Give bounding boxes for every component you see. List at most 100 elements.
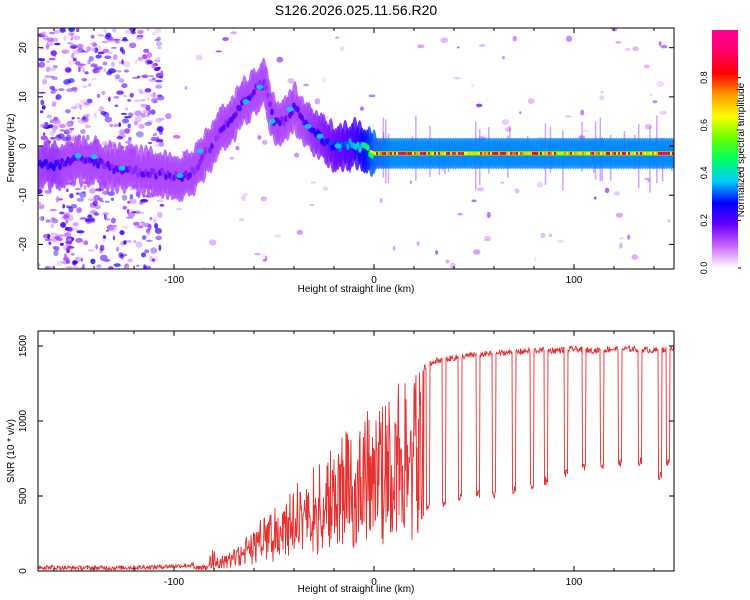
heatmap-noise-cell	[150, 247, 158, 254]
heatmap-noise-cell	[128, 209, 135, 215]
heatmap-noise-cell	[124, 29, 132, 35]
snr-xtick-label: 0	[371, 577, 377, 588]
heatmap-ridge-peak	[408, 151, 411, 155]
heatmap-ridge-peak	[446, 151, 449, 155]
heatmap-ridge-peak	[544, 151, 547, 155]
heatmap-ridge-peak	[612, 151, 615, 155]
heatmap-noise-cell	[473, 249, 481, 255]
heatmap-noise-cell	[475, 103, 483, 108]
heatmap-noise-cell	[106, 229, 109, 232]
heatmap-noise-cell	[138, 88, 143, 94]
heatmap-noise-cell	[314, 98, 321, 105]
heatmap-ridge-peak	[548, 151, 551, 155]
heatmap-noise-cell	[40, 31, 47, 37]
heatmap-noise-cell	[175, 207, 183, 211]
heatmap-ridge-peak	[538, 151, 541, 155]
heatmap-ridge-blob	[196, 148, 204, 154]
heatmap-noise-cell	[392, 246, 396, 251]
heatmap-noise-cell	[121, 49, 126, 55]
heatmap-noise-cell	[133, 99, 141, 102]
heatmap-ridge-peak	[424, 151, 427, 155]
heatmap-noise-cell	[41, 105, 46, 110]
heatmap-noise-cell	[155, 84, 163, 89]
heatmap-noise-cell	[615, 41, 622, 44]
heatmap-noise-cell	[72, 49, 81, 55]
heatmap-noise-cell	[144, 249, 150, 254]
heatmap-noise-cell	[49, 119, 55, 124]
heatmap-ridge-peak	[558, 151, 561, 155]
heatmap-noise-cell	[457, 212, 463, 216]
heatmap-noise-cell	[615, 212, 624, 218]
heatmap-noise-cell	[112, 224, 118, 228]
heatmap-noise-cell	[73, 35, 81, 41]
heatmap-noise-cell	[82, 68, 85, 73]
heatmap-noise-cell	[127, 99, 132, 102]
heatmap-noise-cell	[49, 85, 55, 91]
heatmap-ridge-peak	[462, 151, 465, 155]
heatmap-noise-cell	[130, 186, 134, 191]
heatmap-ridge-peak	[516, 151, 519, 155]
heatmap-ridge-peak	[372, 150, 375, 154]
heatmap-ridge-peak	[498, 151, 501, 155]
snr-xtick-label: 100	[566, 577, 583, 588]
heatmap-noise-cell	[114, 74, 121, 80]
heatmap-noise-cell	[107, 50, 112, 55]
heatmap-noise-cell	[625, 48, 631, 51]
heatmap-noise-cell	[137, 29, 144, 35]
colorbar-tick-label: 0.6	[699, 119, 709, 132]
snr-line-layer	[38, 344, 674, 571]
heatmap-ytick-label: 10	[18, 91, 29, 103]
heatmap-noise-cell	[137, 225, 144, 229]
heatmap-ridge-blob	[176, 173, 184, 179]
heatmap-noise-cell	[67, 78, 75, 84]
heatmap-noise-cell	[238, 218, 245, 222]
heatmap-noise-cell	[512, 35, 517, 42]
heatmap-noise-cell	[44, 122, 49, 125]
heatmap-noise-cell	[112, 28, 117, 33]
heatmap-noise-cell	[140, 103, 148, 108]
snr-xtick-label: -100	[164, 577, 184, 588]
heatmap-noise-cell	[644, 177, 650, 180]
heatmap-ridge-core	[110, 163, 114, 170]
heatmap-noise-cell	[45, 219, 51, 223]
heatmap-ridge-peak	[380, 151, 383, 155]
heatmap-noise-cell	[49, 75, 54, 78]
heatmap-ridge-peak	[436, 151, 439, 155]
heatmap-noise-cell	[42, 124, 48, 128]
heatmap-ridge-peak	[630, 151, 633, 155]
heatmap-noise-cell	[440, 37, 449, 43]
heatmap-noise-cell	[71, 52, 75, 59]
heatmap-noise-cell	[483, 238, 492, 241]
heatmap-noise-cell	[153, 133, 157, 137]
heatmap-ridge-peak	[508, 151, 511, 155]
heatmap-noise-cell	[121, 225, 129, 229]
heatmap-noise-cell	[340, 46, 345, 51]
heatmap-ridge-peak	[502, 151, 505, 155]
heatmap-noise-cell	[87, 59, 91, 65]
heatmap-noise-cell	[82, 191, 86, 194]
heatmap-noise-cell	[121, 118, 130, 124]
heatmap-noise-cell	[147, 141, 153, 145]
heatmap-noise-cell	[42, 78, 47, 85]
heatmap-ridge-core	[216, 133, 220, 141]
heatmap-ridge-peak	[402, 151, 405, 155]
heatmap-noise-cell	[435, 250, 439, 255]
heatmap-noise-cell	[112, 235, 116, 241]
heatmap-ridge-peak	[428, 151, 431, 155]
heatmap-noise-cell	[235, 145, 240, 151]
heatmap-ridge-peak	[386, 151, 389, 155]
heatmap-noise-cell	[81, 78, 88, 82]
heatmap-noise-cell	[102, 141, 108, 146]
heatmap-ridge-blob	[316, 133, 324, 139]
heatmap-noise-cell	[44, 75, 51, 79]
colorbar-tick-label: 0.2	[699, 214, 709, 227]
heatmap-noise-cell	[502, 55, 505, 60]
colorbar-tick-label: 0.0	[699, 262, 709, 275]
heatmap-noise-cell	[58, 88, 65, 91]
heatmap-noise-cell	[107, 96, 111, 102]
heatmap-ridge-peak	[522, 151, 525, 155]
heatmap-noise-cell	[126, 216, 134, 219]
heatmap-ridge-peak	[530, 151, 533, 155]
heatmap-noise-cell	[43, 132, 46, 136]
